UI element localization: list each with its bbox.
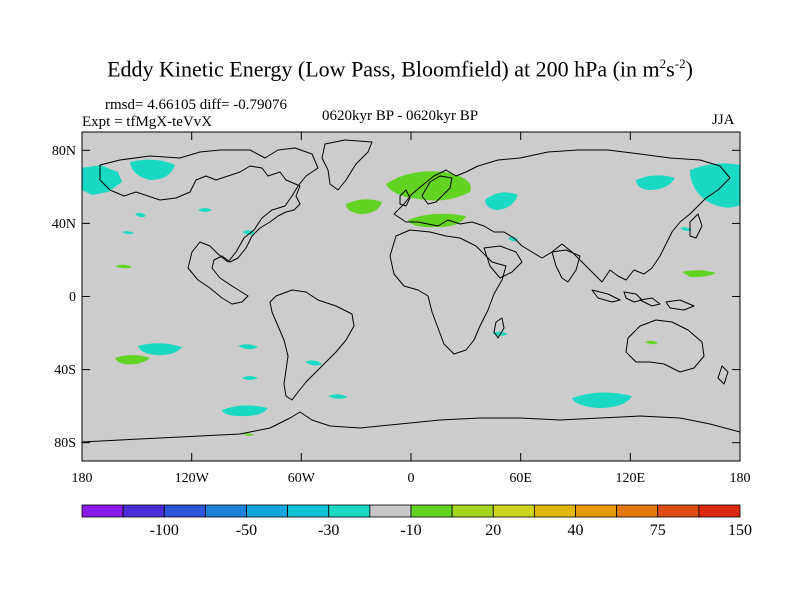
patch-japan xyxy=(680,227,692,232)
colorbar-label: 40 xyxy=(568,522,584,539)
coast-eurasia xyxy=(393,149,731,283)
colorbar-label: 75 xyxy=(650,522,666,539)
patch-east-europe xyxy=(485,192,518,210)
coast-new-zealand xyxy=(717,365,729,385)
patch-south-pacific-3 xyxy=(242,376,258,380)
patch-southern-ocean-pacific xyxy=(222,405,268,417)
x-tick-label-60w: 60W xyxy=(288,471,316,486)
colorbar-label: 150 xyxy=(728,522,752,539)
coast-scandinavia xyxy=(421,175,453,205)
colorbar-swatch xyxy=(369,504,412,518)
patch-pacific-nw xyxy=(135,212,146,218)
season-label: JJA xyxy=(712,112,735,128)
y-tick-label-80n: 80N xyxy=(52,144,76,159)
y-tick-label-80s: 80S xyxy=(54,436,76,451)
y-tick-label-40s: 40S xyxy=(54,363,76,378)
title-end: ) xyxy=(685,56,693,82)
y-tick-label-0: 0 xyxy=(69,290,76,305)
patch-south-pacific-2 xyxy=(238,344,258,350)
coast-arabia xyxy=(483,245,523,279)
patch-drake xyxy=(328,394,348,399)
coast-north-america xyxy=(99,147,319,305)
coast-south-america xyxy=(269,289,355,401)
title-mid: s xyxy=(666,56,675,82)
x-tick-label-180e: 180 xyxy=(730,471,751,486)
title-sup-1: 2 xyxy=(659,56,667,71)
patch-north-pacific-east xyxy=(682,270,716,278)
coast-madagascar xyxy=(493,317,505,339)
colorbar-swatch xyxy=(328,504,371,518)
patch-north-atlantic-green xyxy=(346,199,382,214)
x-tick-label-60e: 60E xyxy=(509,471,532,486)
patch-northeast-siberia xyxy=(636,175,675,190)
stats-text: rmsd= 4.66105 diff= -0.79076 xyxy=(105,97,288,113)
patch-arctic-west xyxy=(82,165,122,195)
colorbar-swatch xyxy=(451,504,494,518)
colorbar-label: -50 xyxy=(236,522,257,539)
colorbar-swatch xyxy=(410,504,453,518)
patch-north-pacific xyxy=(130,159,175,180)
period-label: 0620kyr BP - 0620kyr BP xyxy=(322,108,479,124)
x-tick-label-0: 0 xyxy=(408,471,415,486)
x-tick-label-120e: 120E xyxy=(616,471,646,486)
x-tick-marks xyxy=(81,132,741,461)
colorbar-swatch xyxy=(246,504,289,518)
coast-greenland xyxy=(321,139,373,191)
patch-south-atlantic xyxy=(305,360,322,366)
coast-india xyxy=(551,249,581,283)
patch-south-pacific-green xyxy=(115,355,150,365)
x-tick-label-120w: 120W xyxy=(175,471,210,486)
experiment-label: Expt = tfMgX-teVvX xyxy=(82,114,213,130)
colorbar-label: -100 xyxy=(150,522,179,539)
colorbar-swatch xyxy=(122,504,165,518)
colorbar-labels: -100 -50 -30 -10 20 40 75 150 xyxy=(150,522,752,539)
colorbar-swatch xyxy=(492,504,535,518)
colorbar-swatch xyxy=(698,504,741,518)
colorbar-swatch xyxy=(287,504,330,518)
colorbar-label: -30 xyxy=(318,522,339,539)
y-tick-label-40n: 40N xyxy=(52,217,76,232)
title-sup-2: -2 xyxy=(674,56,686,71)
coast-africa xyxy=(389,229,507,355)
colorbar-swatch xyxy=(533,504,576,518)
colorbar-swatch xyxy=(657,504,700,518)
colorbar-swatch xyxy=(81,504,124,518)
patch-southern-ocean-indian xyxy=(572,392,632,408)
colorbar-label: -10 xyxy=(400,522,421,539)
y-tick-marks xyxy=(82,149,740,444)
colorbar xyxy=(81,504,741,518)
patch-south-pacific-1 xyxy=(138,343,182,356)
coast-antarctica xyxy=(82,411,740,443)
title-main: Eddy Kinetic Energy (Low Pass, Bloomfiel… xyxy=(107,56,660,82)
patch-south-pacific-small xyxy=(243,433,254,436)
colorbar-swatch xyxy=(204,504,247,518)
colorbar-swatch xyxy=(575,504,618,518)
colorbar-label: 20 xyxy=(485,522,501,539)
colorbar-swatch xyxy=(163,504,206,518)
coastlines xyxy=(82,139,740,443)
plot-title: Eddy Kinetic Energy (Low Pass, Bloomfiel… xyxy=(0,56,800,82)
patch-pacific-mid xyxy=(122,231,134,235)
coast-sea-islands xyxy=(591,289,695,311)
coast-australia xyxy=(625,319,705,373)
patch-pacific-tropics-w xyxy=(115,264,132,269)
x-tick-label-180w: 180 xyxy=(72,471,93,486)
patch-north-atlantic-small xyxy=(198,208,212,212)
coast-uk xyxy=(399,189,411,207)
colorbar-swatch xyxy=(616,504,659,518)
coast-japan xyxy=(689,213,703,239)
patch-australia xyxy=(645,340,658,345)
patch-mediterranean xyxy=(408,213,466,228)
